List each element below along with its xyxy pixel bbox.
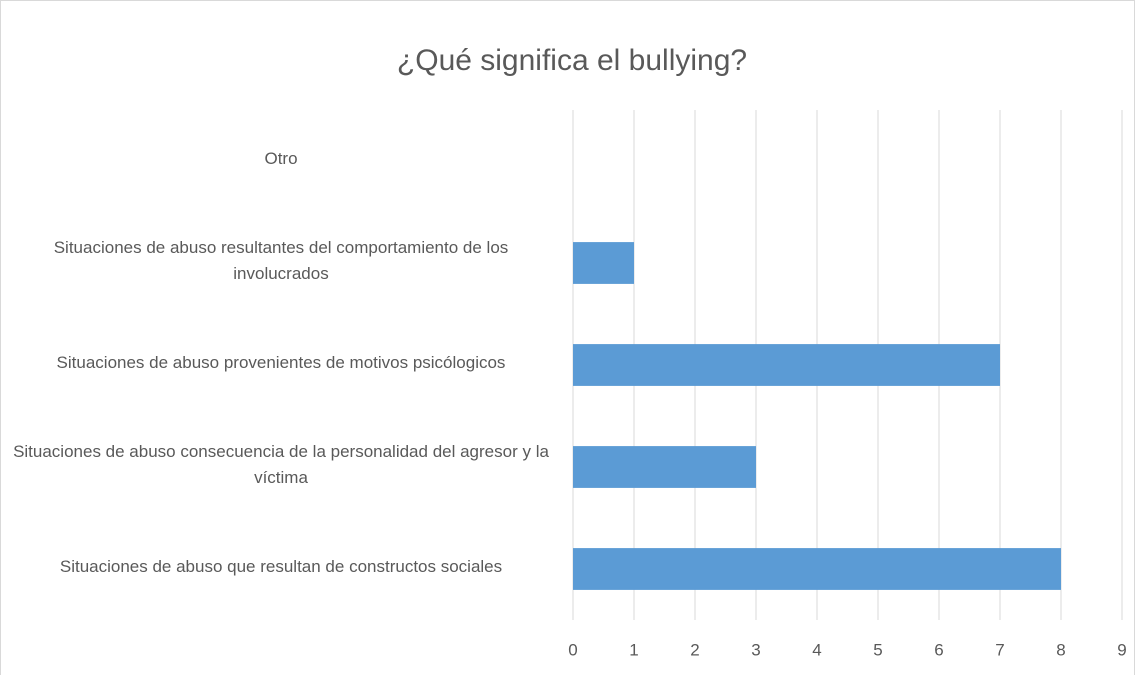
y-tick-label: Situaciones de abuso que resultan de con… xyxy=(59,557,503,576)
x-tick-label: 5 xyxy=(873,640,882,659)
x-tick-label: 4 xyxy=(812,640,821,659)
x-tick-label: 7 xyxy=(995,640,1004,659)
bar xyxy=(573,344,1000,386)
x-tick-label: 9 xyxy=(1117,640,1126,659)
bar xyxy=(573,548,1061,590)
bar xyxy=(573,446,756,488)
chart-title: ¿Qué significa el bullying? xyxy=(397,44,747,77)
y-tick-label: Situaciones de abuso resultantes del com… xyxy=(53,238,509,283)
x-tick-label: 1 xyxy=(629,640,638,659)
x-tick-label: 8 xyxy=(1056,640,1065,659)
x-tick-label: 6 xyxy=(934,640,943,659)
y-tick-label: Situaciones de abuso consecuencia de la … xyxy=(13,442,549,487)
y-tick-label: Otro xyxy=(264,149,298,168)
x-tick-label: 3 xyxy=(751,640,760,659)
x-tick-label: 0 xyxy=(568,640,577,659)
x-tick-label: 2 xyxy=(690,640,699,659)
y-tick-label: Situaciones de abuso provenientes de mot… xyxy=(56,353,506,372)
bar xyxy=(573,242,634,284)
